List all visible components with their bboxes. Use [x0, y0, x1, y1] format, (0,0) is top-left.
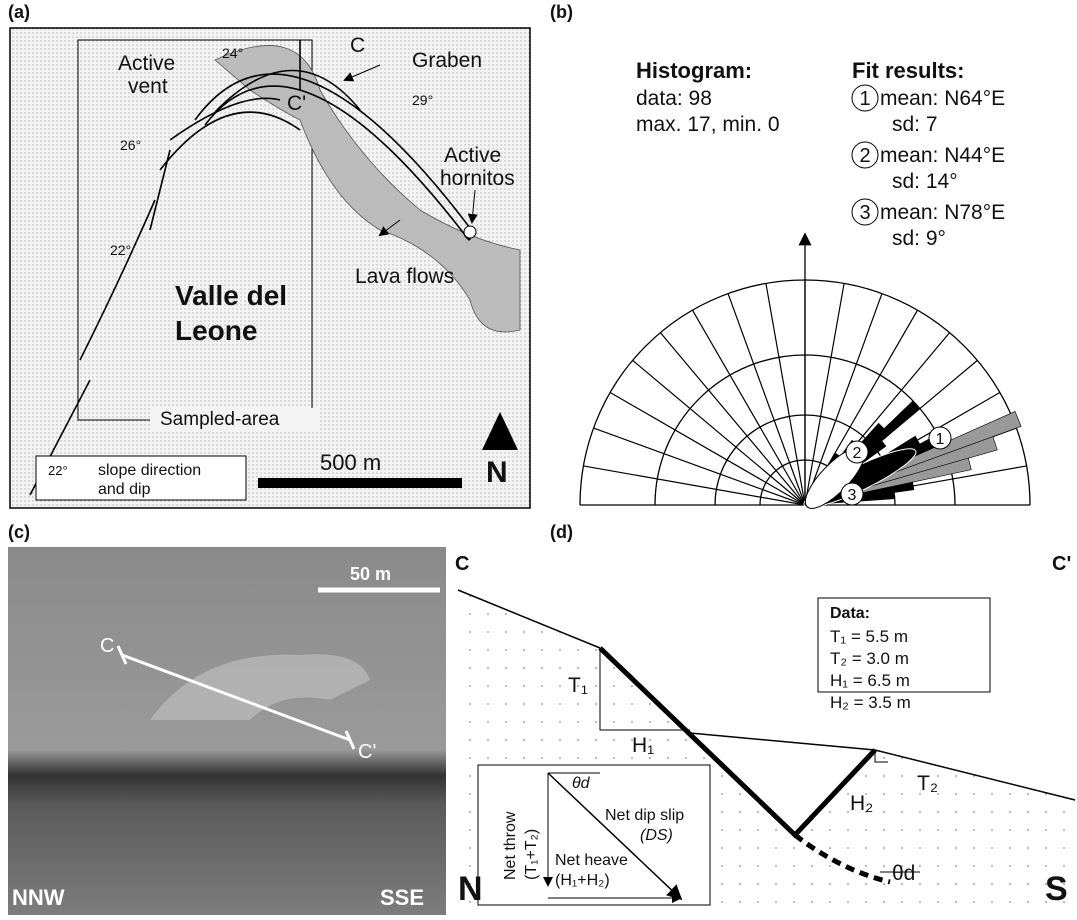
hornito: [464, 226, 476, 238]
dip-label: 29°: [412, 92, 433, 108]
fit-list: 1 mean: N64°E sd: 7 2 mean: N44°E sd: 14° 3 mea…: [852, 85, 1005, 250]
throw-label: (T₁+T₂): [523, 829, 540, 880]
figure: (a) C Graben Active vent 24° C' 29° 26° …: [0, 0, 1077, 915]
data-title: Data:: [830, 605, 870, 622]
histogram-line: data: 98: [636, 87, 712, 110]
histogram-line: max. 17, min. 0: [636, 113, 780, 136]
photo: [8, 547, 446, 915]
throw-label: Net throw: [502, 811, 519, 880]
dip-label: 26°: [120, 137, 141, 153]
heave-label: Net heave: [555, 852, 628, 869]
data-line: H₂ = 3.5 m: [830, 693, 911, 712]
fit-id: 1: [859, 88, 870, 110]
hornitos-label: hornitos: [440, 167, 515, 190]
north-label: N: [486, 456, 508, 489]
panel-a: (a) C Graben Active vent 24° C' 29° 26° …: [8, 2, 530, 508]
legend-text: and dip: [98, 481, 151, 498]
theta-label: θd: [572, 775, 591, 792]
scale-label: 50 m: [350, 564, 391, 584]
data-line: T₂ = 3.0 m: [830, 649, 909, 668]
t2-label: T₂: [917, 772, 938, 795]
direction-label: NNW: [12, 885, 65, 910]
section-label: C: [100, 635, 114, 657]
histogram-title: Histogram:: [636, 58, 752, 83]
fit-id: 3: [859, 202, 870, 224]
place-name: Valle del: [175, 280, 287, 311]
dip-slip-label: Net dip slip: [605, 807, 684, 824]
vent-label: vent: [128, 75, 168, 98]
dip-slip-label: (DS): [640, 827, 673, 844]
legend-text: slope direction: [98, 462, 201, 479]
fit-marker-label: 3: [848, 487, 857, 504]
h1-label: H₁: [632, 734, 654, 757]
data-line: H₁ = 6.5 m: [830, 671, 910, 690]
panel-label: (c): [8, 522, 30, 542]
panel-c: (c) 50 m C C' NNW SSE: [8, 522, 446, 915]
direction-label: SSE: [380, 885, 424, 910]
rose-diagram: 1 2 3: [580, 235, 1030, 516]
vent-label: Active: [118, 52, 175, 75]
fit-marker-label: 2: [853, 445, 862, 462]
legend-dip: 22°: [48, 463, 68, 478]
fit-mean: mean: N78°E: [880, 201, 1005, 224]
fit-id: 2: [859, 145, 870, 167]
fit-sd: sd: 9°: [892, 227, 946, 250]
fit-sd: sd: 14°: [892, 170, 958, 193]
section-label: C': [287, 92, 306, 115]
panel-d: (d) C C' Data: T₁ = 5.5 m T₂ = 3.0 m H₁ = …: [455, 522, 1075, 915]
place-name: Leone: [175, 315, 257, 346]
panel-b: (b) Histogram: data: 98 max. 17, min. 0 …: [550, 2, 1030, 516]
heave-label: (H₁+H₂): [555, 872, 610, 889]
sampled-area-label: Sampled-area: [160, 409, 280, 430]
lava-label: Lava flows: [355, 265, 454, 288]
fit-title: Fit results:: [852, 58, 964, 83]
section-label: C: [455, 553, 469, 575]
fit-mean: mean: N44°E: [880, 144, 1005, 167]
north-label: N: [458, 870, 483, 908]
section-label: C': [358, 741, 376, 763]
panel-label: (a): [8, 2, 30, 22]
fit-sd: sd: 7: [892, 113, 938, 136]
scale-bar: [258, 478, 462, 488]
south-label: S: [1045, 870, 1068, 908]
theta-label: θd: [892, 862, 915, 885]
dip-label: 22°: [110, 242, 131, 258]
fit-mean: mean: N64°E: [880, 87, 1005, 110]
data-line: T₁ = 5.5 m: [830, 627, 908, 646]
dip-label: 24°: [222, 45, 243, 61]
fit-marker-label: 1: [936, 431, 945, 448]
panel-label: (d): [550, 522, 573, 542]
graben-label: Graben: [412, 49, 482, 72]
t1-label: T₁: [568, 674, 588, 697]
scale-label: 500 m: [320, 450, 381, 475]
panel-label: (b): [550, 2, 573, 22]
h2-label: H₂: [850, 792, 873, 815]
hornitos-label: Active: [444, 144, 501, 167]
section-label: C': [1052, 553, 1071, 575]
section-label: C: [350, 34, 365, 57]
